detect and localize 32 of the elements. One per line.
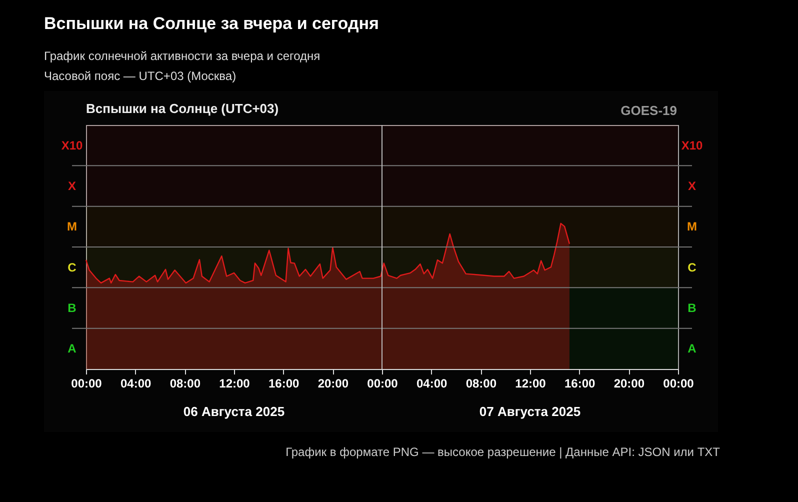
- chart-title: Вспышки на Солнце за вчера и сегодня: [44, 14, 379, 34]
- text: C: [68, 260, 76, 274]
- text: Вспышки на Солнце (UTC+03): [86, 101, 279, 116]
- text: 07 Августа 2025: [479, 404, 581, 419]
- band-label: M: [67, 220, 77, 234]
- x-tick-label: 16:00: [564, 376, 596, 390]
- x-tick-label: 12:00: [219, 376, 250, 390]
- text: 06 Августа 2025: [183, 404, 285, 419]
- text: A: [68, 342, 76, 356]
- band-label: C: [688, 260, 697, 274]
- band-label: B: [688, 301, 697, 315]
- x-tick-label: 00:00: [663, 376, 694, 390]
- text: M: [687, 220, 697, 234]
- text: B: [68, 301, 76, 315]
- text: График в формате PNG — высокое разрешение | Данные API: JSON или TXT: [286, 445, 720, 459]
- band-label: X: [68, 179, 76, 193]
- x-tick-label: 08:00: [170, 376, 201, 390]
- chart-subtitle: График солнечной активности за вчера и сегодня Часовой пояс — UTC+03 (Москва): [44, 48, 320, 85]
- x-tick-label: 12:00: [515, 376, 546, 390]
- x-tick-label: 00:00: [367, 376, 398, 390]
- band-label: A: [688, 342, 697, 356]
- x-tick-label: 04:00: [120, 376, 152, 390]
- x-tick-label: 04:00: [416, 376, 448, 390]
- x-tick-label: 20:00: [318, 376, 349, 390]
- text: GOES-19: [620, 103, 677, 118]
- text: X10: [681, 138, 703, 152]
- band-label: X10: [61, 138, 83, 152]
- x-tick-label: 08:00: [466, 376, 497, 390]
- text: X: [688, 179, 696, 193]
- x-tick-label: 00:00: [71, 376, 102, 390]
- x-tick-label: 16:00: [268, 376, 300, 390]
- x-tick-label: 20:00: [614, 376, 645, 390]
